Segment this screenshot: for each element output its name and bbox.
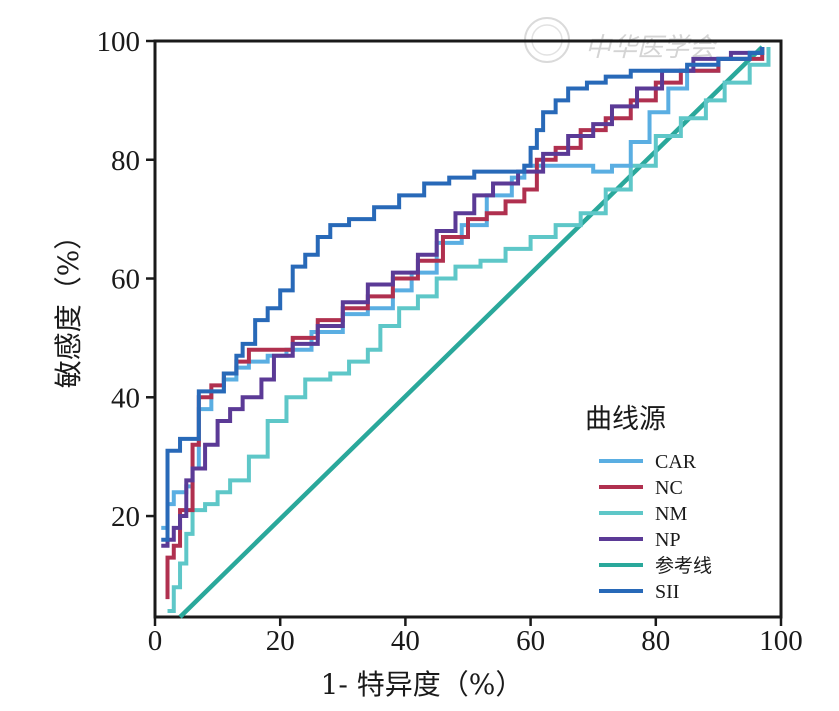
y-tick-label: 20 (111, 501, 140, 533)
x-tick-label: 60 (516, 625, 545, 657)
axis-ticks: 0 20 40 60 80 100 20 40 60 80 100 (97, 26, 803, 657)
x-axis-title: 1- 特异度（%） (321, 668, 524, 701)
series-line-nm (167, 46, 771, 614)
legend-items: CAR NC NM NP 参考线 SII (599, 451, 712, 603)
legend-label: SII (655, 581, 679, 603)
x-tick-label: 40 (391, 625, 420, 657)
legend-label: NC (655, 477, 683, 499)
legend-label: NP (655, 529, 681, 551)
series-line-car (161, 46, 765, 530)
series-line-sii (161, 46, 765, 542)
y-axis-title: 敏感度（%） (52, 222, 85, 389)
y-tick-label: 80 (111, 145, 140, 177)
x-tick-label: 0 (148, 625, 163, 657)
y-tick-label: 100 (97, 26, 141, 58)
x-tick-label: 20 (266, 625, 295, 657)
legend-title: 曲线源 (585, 404, 666, 435)
y-tick-label: 60 (111, 264, 140, 296)
series-line-np (161, 46, 765, 548)
x-tick-label: 80 (641, 625, 670, 657)
legend-label: NM (655, 503, 687, 525)
legend-label: 参考线 (655, 555, 712, 577)
plot-frame (153, 39, 783, 619)
series-layer (161, 45, 771, 619)
y-tick-label: 40 (111, 382, 140, 414)
series-line-reference (178, 45, 764, 619)
legend: 曲线源 CAR NC NM NP 参考线 SII (585, 404, 712, 603)
x-tick-label: 100 (759, 625, 803, 657)
legend-label: CAR (655, 451, 697, 473)
